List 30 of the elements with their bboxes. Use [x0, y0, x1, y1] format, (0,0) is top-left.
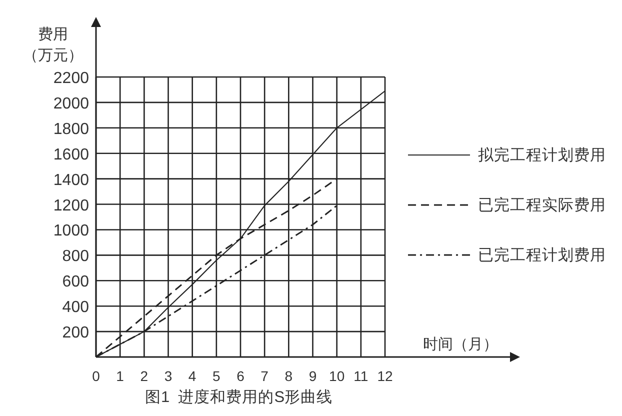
x-tick-label: 5 [212, 368, 221, 384]
x-tick-label: 6 [236, 368, 245, 384]
y-tick-label: 600 [62, 274, 90, 291]
y-tick-label: 1200 [53, 197, 90, 214]
x-tick-label: 7 [260, 368, 269, 384]
legend-label: 已完工程实际费用 [478, 196, 606, 214]
y-tick-label: 400 [62, 299, 90, 316]
y-tick-label: 1600 [53, 146, 90, 164]
x-tick-label: 12 [377, 368, 393, 384]
x-tick-label: 8 [284, 368, 293, 384]
x-tick-label: 0 [92, 368, 100, 384]
y-tick-label: 2200 [53, 70, 90, 87]
x-tick-label: 9 [308, 368, 317, 384]
x-tick-label: 1 [116, 368, 124, 384]
y-tick-label: 800 [62, 248, 90, 266]
y-tick-label: 1000 [53, 222, 90, 240]
y-tick-label: 1400 [53, 172, 90, 189]
x-axis-title: 时间（月） [423, 336, 498, 353]
legend-label: 拟完工程计划费用 [478, 146, 606, 164]
y-tick-label: 2000 [53, 95, 90, 112]
y-tick-label: 200 [62, 324, 90, 342]
legend-label: 已完工程计划费用 [478, 246, 606, 264]
x-tick-label: 10 [329, 368, 345, 384]
y-axis-title: 费用（万元） [23, 26, 83, 64]
x-tick-label: 3 [164, 368, 172, 384]
y-tick-label: 1800 [53, 120, 90, 138]
x-tick-label: 4 [188, 368, 196, 384]
x-tick-label: 11 [354, 368, 368, 384]
text: 图1 进度和费用的S形曲线 [145, 388, 333, 406]
x-tick-label: 2 [140, 368, 148, 384]
